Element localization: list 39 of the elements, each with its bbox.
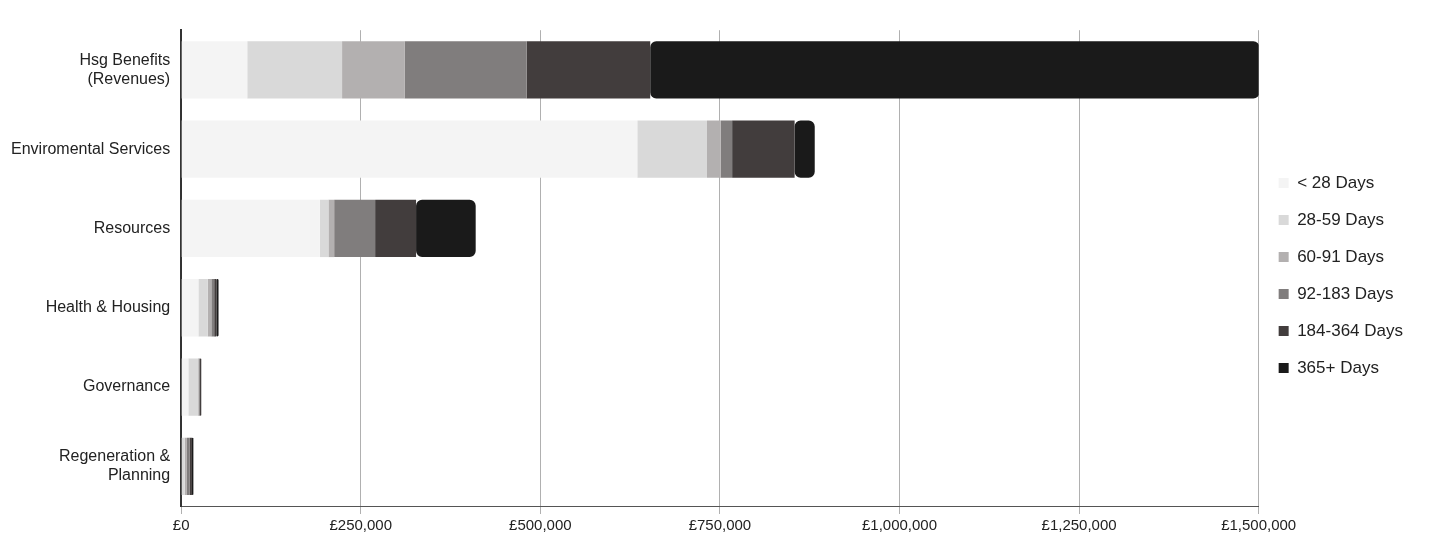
bar bbox=[416, 199, 476, 258]
bar bbox=[794, 120, 815, 178]
bar bbox=[328, 199, 335, 258]
bar bbox=[720, 120, 733, 178]
bar bbox=[650, 41, 1259, 99]
bar bbox=[732, 120, 795, 178]
legend-label: 365+ Days bbox=[1297, 357, 1379, 377]
x-tick-label: £750,000 bbox=[688, 516, 752, 534]
legend-label: 184-364 Days bbox=[1297, 320, 1403, 340]
legend-label: 28-59 Days bbox=[1297, 209, 1385, 229]
x-tick-label: £1,500,000 bbox=[1221, 516, 1297, 534]
y-tick-label: Regeneration & Planning bbox=[58, 447, 171, 484]
bar bbox=[375, 199, 417, 258]
y-tick-label: Hsg Benefits (Revenues) bbox=[79, 50, 171, 87]
y-tick-label: Governance bbox=[83, 377, 171, 395]
legend-label: 92-183 Days bbox=[1297, 283, 1394, 303]
bar bbox=[319, 199, 329, 258]
legend-label: < 28 Days bbox=[1297, 172, 1375, 192]
bar bbox=[181, 358, 189, 416]
legend-label: 60-91 Days bbox=[1297, 246, 1385, 266]
y-tick-label: Enviromental Services bbox=[11, 139, 171, 157]
bar bbox=[637, 120, 707, 178]
y-tick-label: Health & Housing bbox=[45, 298, 171, 316]
bar bbox=[247, 41, 343, 99]
bar bbox=[188, 358, 199, 416]
bar bbox=[198, 279, 208, 337]
bar bbox=[334, 199, 376, 258]
y-tick-label: Resources bbox=[93, 218, 171, 236]
x-tick-label: £1,250,000 bbox=[1041, 516, 1117, 534]
bar bbox=[181, 199, 320, 258]
x-tick-label: £500,000 bbox=[509, 516, 572, 534]
x-tick-label: £1,000,000 bbox=[861, 516, 938, 534]
bar bbox=[526, 41, 651, 99]
bar bbox=[181, 120, 638, 178]
x-tick-label: £0 bbox=[172, 516, 190, 534]
x-tick-label: £250,000 bbox=[329, 516, 393, 534]
bar bbox=[181, 279, 199, 337]
bar bbox=[404, 41, 527, 99]
bar bbox=[181, 41, 248, 99]
